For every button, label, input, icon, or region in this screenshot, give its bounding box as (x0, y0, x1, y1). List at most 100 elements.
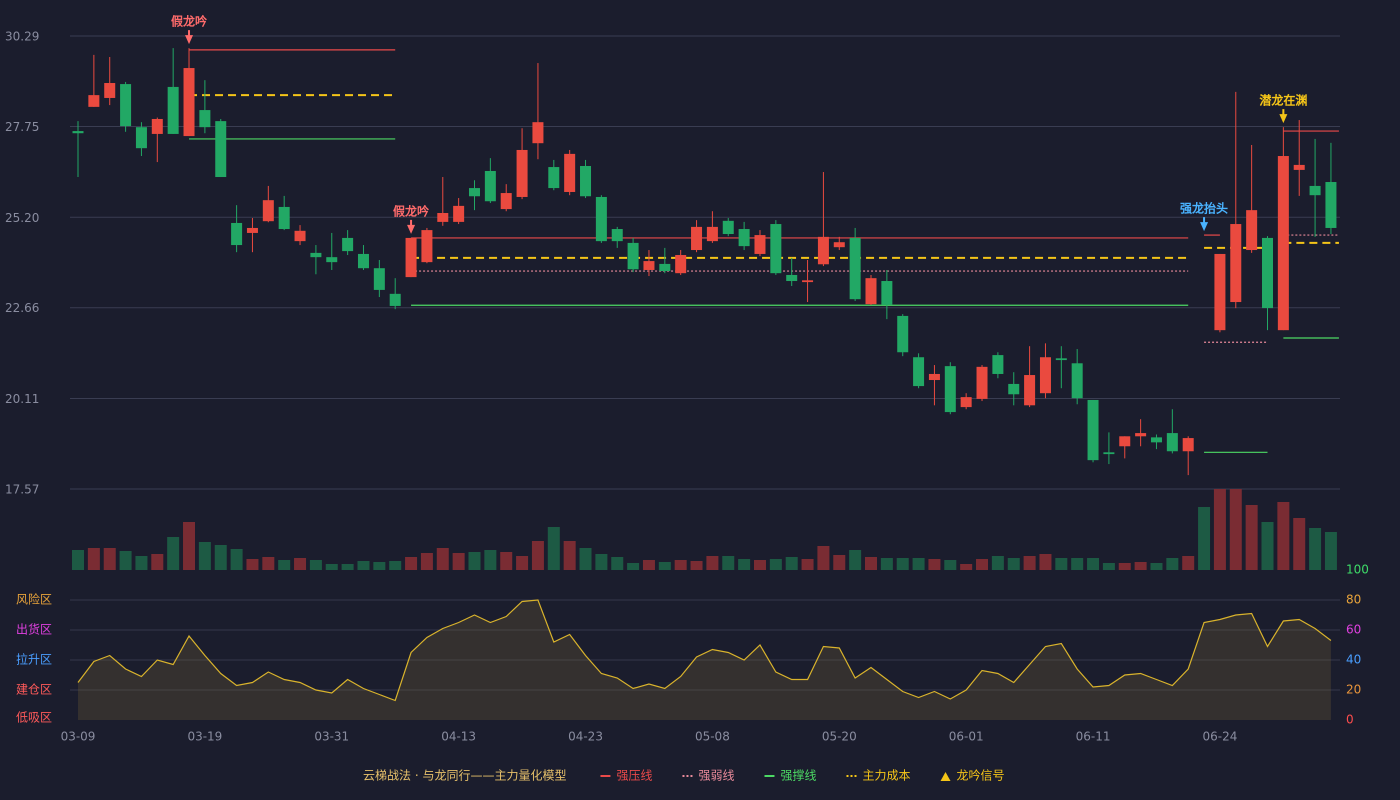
volume-bar (976, 559, 989, 570)
zone-label: 拉升区 (16, 652, 52, 667)
candle-body (881, 281, 893, 305)
candle-body (215, 121, 227, 178)
signal-arrow (185, 30, 194, 45)
candle-body (1039, 357, 1051, 394)
legend-label: 强压线 (616, 769, 652, 783)
volume-bar (531, 541, 544, 570)
volume-bar (1087, 558, 1100, 570)
volume-bar (341, 564, 354, 570)
volume-bar (880, 558, 893, 570)
candle-body (104, 83, 116, 98)
legend-label: 强撑线 (780, 768, 816, 783)
signal-label: 假龙吟 (393, 203, 429, 218)
volume-bar (674, 560, 687, 570)
candle-body (691, 226, 703, 251)
volume-bar (944, 560, 957, 570)
volume-bar (849, 550, 862, 570)
volume-bar (500, 552, 513, 570)
candle-body (246, 227, 258, 233)
volume-bar (865, 557, 877, 570)
signal-label: 假龙吟 (171, 14, 207, 29)
volume-bar (833, 555, 846, 570)
indicator-area (78, 600, 1331, 720)
volume-bar (294, 558, 307, 570)
signal-arrow (407, 219, 416, 234)
y-tick-label: 20.11 (5, 392, 39, 406)
volume-bar (1261, 522, 1274, 570)
candle-body (960, 397, 972, 408)
indicator-tick-label: 100 (1346, 563, 1369, 577)
candle-body (754, 235, 766, 254)
signal-arrow (1279, 109, 1288, 124)
candle-body (357, 253, 369, 269)
volume-bar (722, 556, 735, 570)
volume-bar (230, 549, 243, 570)
candle-body (1309, 185, 1321, 196)
volume-bar (611, 557, 624, 570)
volume-bar (738, 559, 751, 570)
candle-body (484, 170, 496, 202)
indicator-tick-label: 0 (1346, 713, 1354, 727)
candle-body (1119, 436, 1131, 447)
candle-body (897, 315, 909, 353)
candle-body (611, 229, 623, 242)
candle-body (421, 230, 433, 263)
candle-body (659, 263, 671, 272)
candle-body (1277, 156, 1289, 331)
volume-bar (1213, 489, 1226, 570)
volume-bar (912, 558, 925, 570)
x-tick-label: 05-20 (822, 730, 857, 744)
volume-bar (753, 560, 766, 570)
candle-body (595, 196, 607, 242)
indicator-tick-label: 60 (1346, 623, 1361, 637)
volume-bar (960, 564, 973, 570)
candle-body (675, 255, 687, 274)
candle-body (1182, 438, 1194, 452)
legend-label: 龙吟信号 (957, 768, 1005, 783)
volume-bar (928, 559, 941, 570)
candle-body (706, 226, 718, 242)
volume-bar (436, 548, 449, 570)
candle-body (278, 206, 290, 230)
volume-bar (1182, 556, 1195, 570)
candle-body (928, 373, 940, 381)
x-tick-label: 05-08 (695, 730, 730, 744)
candle-body (532, 122, 544, 144)
candle-body (453, 205, 465, 222)
volume-bar (563, 541, 576, 570)
candle-body (627, 242, 639, 270)
volume-bar (547, 527, 560, 570)
volume-bar (468, 552, 481, 570)
volume-bar (690, 561, 703, 570)
candle-body (262, 200, 274, 222)
candle-body (548, 167, 560, 189)
candle-body (405, 237, 417, 278)
candle-body (167, 86, 179, 134)
volume-bar (1071, 558, 1084, 570)
volume-bar (373, 562, 386, 570)
volume-bar (1309, 528, 1322, 570)
x-tick-label: 06-01 (949, 730, 984, 744)
volume-bar (801, 559, 814, 570)
x-tick-label: 06-11 (1076, 730, 1111, 744)
volume-bar (769, 559, 782, 570)
volume-bar (1277, 502, 1290, 570)
candle-body (88, 95, 100, 107)
volume-bar (991, 556, 1004, 570)
candle-body (516, 149, 528, 197)
candle-body (722, 220, 734, 235)
volume-bar (198, 542, 211, 570)
candle-body (294, 230, 306, 242)
y-tick-label: 30.29 (5, 30, 39, 44)
candle-body (199, 110, 211, 128)
candle-body (1135, 433, 1147, 437)
legend-label: 强弱线 (698, 769, 734, 783)
volume-bar (183, 522, 196, 570)
volume-bar (1229, 489, 1242, 570)
candle-body (833, 242, 845, 248)
volume-bar (214, 545, 227, 570)
volume-bar (1324, 532, 1337, 570)
volume-bar (262, 557, 275, 570)
volume-bar (278, 560, 291, 570)
